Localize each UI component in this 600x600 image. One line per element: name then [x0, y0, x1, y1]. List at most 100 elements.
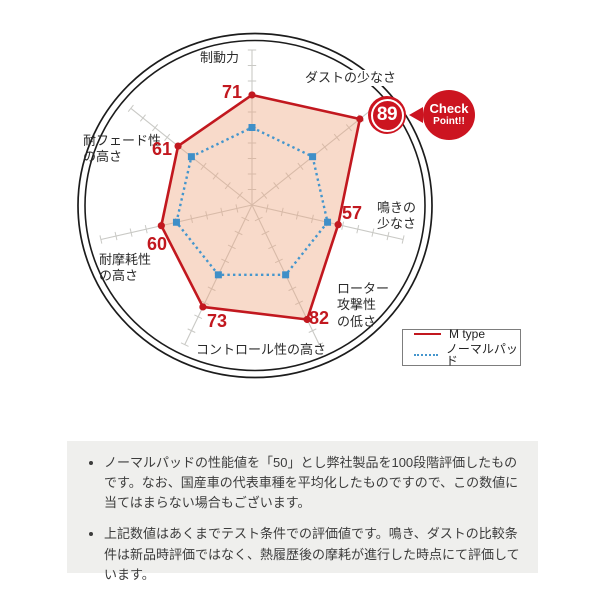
axis-tick — [261, 230, 270, 236]
check-point-line1: Check — [429, 101, 469, 117]
axis-tick — [129, 228, 133, 237]
value-control: 73 — [206, 311, 228, 331]
axis-tick — [221, 258, 230, 264]
legend: M type ノーマルパッド — [402, 328, 521, 367]
axis-label-line: ダストの少なさ — [305, 70, 397, 85]
axis-tick — [295, 300, 304, 306]
axis-tick — [297, 162, 304, 170]
footnote-item: ノーマルパッドの性能値を「50」とし弊社製品を100段階評価したものです。なお、… — [104, 453, 520, 513]
value-noise: 57 — [342, 203, 363, 223]
m-type-vertex-dot — [356, 115, 364, 123]
value-dust-badge: 89 — [368, 96, 406, 134]
axis-tick — [371, 228, 375, 237]
axis-tick — [333, 133, 340, 141]
normal-pad-vertex-dot — [214, 271, 222, 279]
axis-tick — [311, 214, 314, 224]
axis-label-control: コントロール性の高さ — [196, 342, 326, 358]
axis-label-dust: ダストの少なさ — [303, 70, 399, 87]
axis-tick — [200, 162, 207, 170]
m-type-vertex-dot — [248, 91, 256, 99]
axis-tick — [274, 258, 283, 264]
normal-pad-vertex-dot — [324, 218, 332, 226]
axis-tick — [224, 182, 231, 190]
axis-tick — [345, 124, 352, 132]
axis-label-line: コントロール性の高さ — [196, 342, 327, 357]
axis-label-line: 鳴きの — [377, 200, 417, 215]
solid-red-line-swatch — [414, 333, 441, 335]
axis-tick — [114, 231, 118, 241]
axis-tick — [99, 235, 103, 244]
axis-tick — [207, 286, 216, 292]
m-type-vertex-dot — [199, 303, 207, 311]
normal-pad-vertex-dot — [172, 218, 180, 226]
axis-tick — [268, 244, 277, 250]
axis-tick — [180, 342, 189, 347]
check-point-badge: Check Point!! — [423, 90, 475, 140]
vertex-dots — [157, 91, 364, 324]
axis-tick — [254, 216, 263, 222]
axis-tick — [288, 286, 297, 292]
outer-ring-inner-circle — [84, 39, 426, 372]
axis-label-line: 制動力 — [200, 50, 240, 65]
axis-tick — [220, 207, 224, 217]
legend-item-normal-pad: ノーマルパッド — [414, 343, 520, 367]
m-type-vertex-dot — [174, 142, 182, 150]
axis-tick — [261, 191, 268, 199]
value-braking: 71 — [221, 82, 242, 102]
legend-label: M type — [449, 327, 486, 341]
axis-tick — [315, 342, 324, 347]
value-fade: 61 — [151, 139, 172, 159]
axis-tick — [190, 214, 193, 224]
outer-ring-outer-circle — [77, 32, 433, 379]
value-wear: 60 — [146, 234, 167, 254]
axis-tick — [152, 124, 159, 132]
axis-tick — [227, 244, 236, 250]
axis-tick — [356, 224, 360, 234]
normal-pad-vertex-dot — [282, 271, 290, 279]
axis-label-line: の高さ — [99, 268, 139, 284]
axis-tick — [285, 172, 292, 180]
normal-pad-vertex-dot — [309, 153, 317, 161]
axis-label-line: 攻撃性 — [337, 297, 377, 313]
axis-label-line: 耐フェード性 — [83, 133, 162, 148]
axis-label-rotor: ローター 攻撃性 の低さ — [337, 281, 389, 330]
axis-tick — [236, 191, 243, 199]
axis-tick — [241, 216, 250, 222]
normal-pad-vertex-dot — [248, 124, 256, 131]
axis-tick — [280, 207, 284, 217]
value-rotor: 82 — [309, 308, 330, 328]
axis-label-wear: 耐摩耗性 の高さ — [99, 252, 151, 285]
axis-tick — [273, 182, 280, 190]
footnote-item: 上記数値はあくまでテスト条件での評価値です。鳴き、ダストの比較条件は新品時評価で… — [104, 524, 520, 584]
legend-item-m-type: M type — [414, 328, 520, 340]
footnotes-box: ノーマルパッドの性能値を「50」とし弊社製品を100段階評価したものです。なお、… — [67, 441, 538, 582]
axis-tick — [295, 211, 299, 220]
axis-label-line: の低さ — [337, 313, 377, 329]
axis-tick — [234, 230, 243, 236]
axis-label-line: 耐摩耗性 — [99, 252, 152, 267]
axis-tick — [139, 114, 146, 122]
normal-pad-vertex-dot — [187, 153, 195, 161]
badge-white-ring — [370, 98, 404, 132]
m-type-vertex-dot — [157, 222, 165, 230]
axis-tick — [212, 172, 219, 180]
axis-tick — [200, 300, 209, 306]
axis-label-fade: 耐フェード性 の高さ — [83, 133, 161, 166]
axis-tick — [235, 204, 239, 213]
axis-tick — [341, 221, 345, 230]
axis-tick — [194, 314, 203, 319]
series-m-type-polygon — [160, 93, 362, 321]
axis-tick — [205, 211, 209, 220]
axis-tick — [321, 143, 328, 151]
axis-label-noise: 鳴きの 少なさ — [377, 200, 416, 233]
radar-chart — [77, 32, 433, 379]
check-point-line2: Point!! — [433, 115, 465, 127]
m-type-vertex-dot — [334, 221, 342, 229]
axis-label-line: の高さ — [83, 149, 123, 165]
axis-tick — [265, 204, 269, 213]
axis-tick — [164, 133, 171, 141]
m-type-vertex-dot — [303, 315, 311, 324]
footnotes-list: ノーマルパッドの性能値を「50」とし弊社製品を100段階評価したものです。なお、… — [88, 453, 520, 585]
legend-label: ノーマルパッド — [445, 342, 518, 368]
